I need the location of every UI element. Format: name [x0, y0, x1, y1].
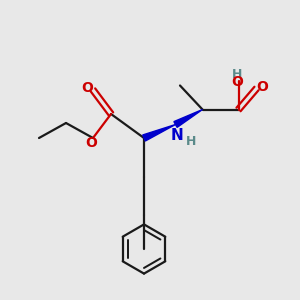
Text: N: N — [171, 128, 183, 143]
Polygon shape — [174, 110, 203, 128]
Text: H: H — [186, 135, 196, 148]
Text: O: O — [256, 80, 268, 94]
Text: O: O — [82, 82, 94, 95]
Text: H: H — [232, 68, 242, 81]
Text: O: O — [231, 76, 243, 89]
Polygon shape — [143, 124, 175, 141]
Text: O: O — [85, 136, 98, 150]
